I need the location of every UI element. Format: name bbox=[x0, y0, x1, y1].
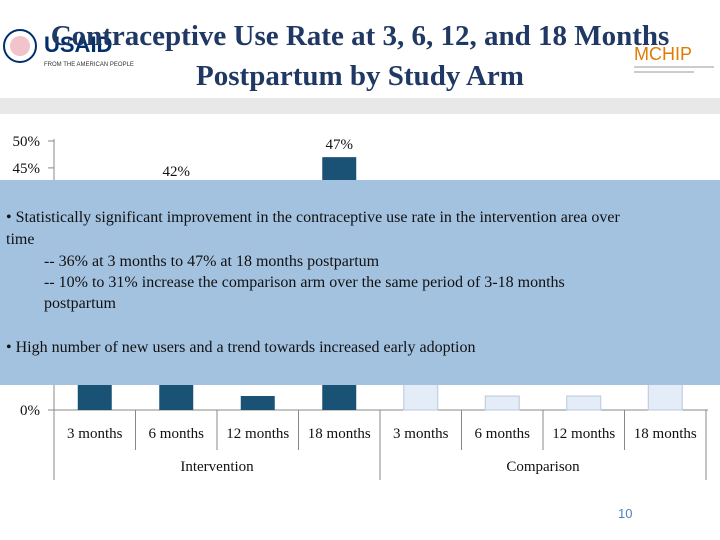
y-tick-label: 0% bbox=[20, 403, 40, 419]
x-category-label: 6 months bbox=[149, 426, 205, 442]
y-tick-label: 45% bbox=[13, 161, 41, 177]
x-category-label: 12 months bbox=[226, 426, 289, 442]
bar-comparison-2 bbox=[566, 395, 602, 411]
y-tick-label: 50% bbox=[13, 134, 41, 150]
usaid-logo: USAID FROM THE AMERICAN PEOPLE bbox=[3, 29, 134, 68]
x-group-label: Intervention bbox=[180, 459, 254, 475]
slide-number: 10 bbox=[618, 506, 633, 521]
callout-sub-1: -- 36% at 3 months to 47% at 18 months p… bbox=[44, 253, 380, 270]
x-category-label: 12 months bbox=[552, 426, 615, 442]
bar-value-label: 42% bbox=[163, 164, 191, 180]
bar-intervention-2 bbox=[240, 396, 275, 410]
callout-bullet-1-cont: time bbox=[6, 231, 35, 248]
bar-value-label: 47% bbox=[326, 137, 354, 153]
callout-bullet-1: • Statistically significant improvement … bbox=[6, 209, 620, 226]
x-category-label: 3 months bbox=[393, 426, 449, 442]
x-category-label: 18 months bbox=[308, 426, 371, 442]
title-divider bbox=[0, 98, 720, 114]
x-group-label: Comparison bbox=[506, 459, 580, 475]
mchip-logo: MCHIP bbox=[634, 44, 714, 73]
x-category-label: 18 months bbox=[634, 426, 697, 442]
svg-text:USAID: USAID bbox=[44, 32, 112, 57]
svg-text:FROM THE AMERICAN PEOPLE: FROM THE AMERICAN PEOPLE bbox=[44, 62, 134, 68]
callout-sub-2: -- 10% to 31% increase the comparison ar… bbox=[44, 274, 565, 291]
callout-bullet-2: • High number of new users and a trend t… bbox=[6, 339, 476, 356]
bar-comparison-1 bbox=[484, 395, 520, 411]
x-category-label: 3 months bbox=[67, 426, 123, 442]
findings-callout: • Statistically significant improvement … bbox=[0, 180, 720, 385]
slide-title-line1: Contraceptive Use Rate at 3, 6, 12, and … bbox=[50, 20, 670, 52]
x-category-label: 6 months bbox=[475, 426, 531, 442]
slide-title-line2: Postpartum by Study Arm bbox=[196, 60, 524, 92]
svg-text:MCHIP: MCHIP bbox=[634, 44, 692, 64]
callout-sub-2-cont: postpartum bbox=[44, 295, 116, 312]
